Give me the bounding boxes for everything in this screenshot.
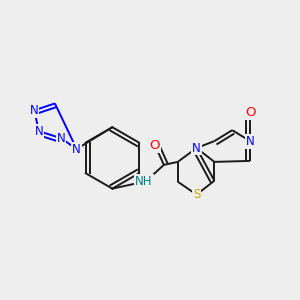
Text: N: N [30,104,38,117]
Text: N: N [246,135,254,148]
Text: N: N [192,142,201,154]
Text: S: S [193,188,200,201]
Text: N: N [72,142,81,155]
Text: O: O [150,139,160,152]
Text: O: O [245,106,255,119]
Text: N: N [56,132,65,145]
Text: NH: NH [135,175,153,188]
Text: N: N [35,125,44,138]
